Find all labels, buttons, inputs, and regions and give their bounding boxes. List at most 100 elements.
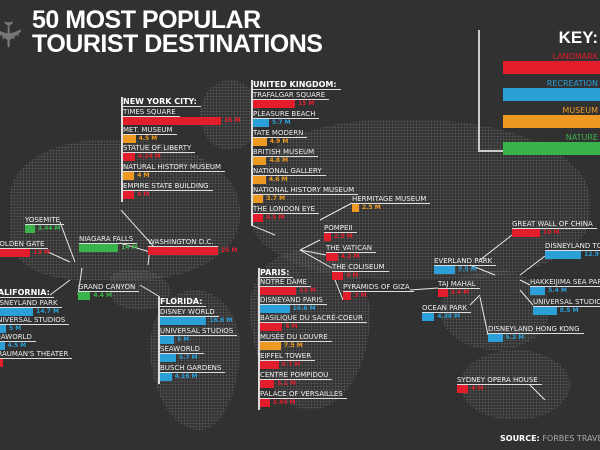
value-label: 13 M — [33, 249, 50, 256]
value-bar — [457, 385, 469, 393]
value-bar — [0, 249, 31, 257]
destination-label: THE LONDON EYE — [253, 205, 320, 214]
value-bar — [0, 325, 6, 333]
value-label: 7.5 M — [284, 342, 303, 349]
destination-label: EIFFEL TOWER — [260, 352, 316, 361]
value-bar — [260, 361, 279, 369]
destination-label: DISNEYAND PARIS — [260, 296, 327, 305]
value-label: 14 M — [121, 244, 138, 251]
value-label: 5.7 M — [271, 119, 291, 126]
page-title: 50 MOST POPULAR TOURIST DESTINATIONS — [32, 8, 323, 57]
value-label: 3.5 M — [265, 214, 285, 221]
value-bar — [160, 336, 174, 344]
value-label: 4.5 M — [7, 342, 27, 349]
value-label: 5 M — [9, 325, 22, 332]
value-label: 4.16 M — [174, 373, 198, 380]
destination-label: MUSÉE DU LOUVRE — [260, 333, 332, 342]
value-label: 16.6 M — [209, 317, 233, 324]
value-label: 5.2 M — [505, 334, 525, 341]
value-label: 3.7 M — [266, 195, 286, 202]
source-credit: SOURCE: FORBES TRAVEL — [500, 434, 600, 443]
value-bar — [533, 307, 557, 315]
value-label: 2.5 M — [362, 204, 381, 211]
destination-label: NATURAL HISTORY MUSEUM — [123, 163, 226, 172]
map-greenland — [200, 80, 260, 150]
value-bar — [160, 317, 207, 325]
group-divider — [258, 268, 260, 410]
destination-label: TATE MODERN — [253, 129, 308, 138]
value-bar — [123, 153, 135, 161]
value-bar — [253, 138, 267, 146]
destination-label: TRAFALGAR SQUARE — [253, 91, 330, 100]
value-label: 4 M — [346, 272, 359, 279]
destination-label: MET. MUSEUM — [123, 126, 177, 135]
value-label: 14.7 M — [36, 308, 60, 315]
destination-label: UNIVERSAL STUDIOS JAPAN — [533, 298, 600, 307]
value-bar — [160, 354, 176, 362]
value-label: 3.4 M — [450, 289, 470, 296]
destination-label: BRITISH MUSEUM — [253, 148, 319, 157]
value-bar — [253, 176, 266, 184]
value-label: 12.9 M — [584, 251, 600, 258]
destination-label: DISNEY WORLD — [160, 308, 219, 317]
value-label: 10.6 M — [292, 305, 316, 312]
group-divider — [158, 297, 160, 384]
destination-label: YOSEMITE — [25, 216, 65, 225]
destination-label: GRAND CANYON — [78, 283, 140, 292]
value-bar — [0, 308, 34, 316]
group-header: PARIS: — [260, 268, 294, 278]
value-bar — [79, 244, 119, 252]
destination-label: EVERLAND PARK — [434, 257, 497, 266]
value-bar — [253, 195, 264, 203]
legend: KEY: LANDMARK RECREATION MUSEUM NATURE — [478, 28, 600, 155]
value-label: 3 M — [354, 292, 367, 299]
value-label: 4 M — [137, 172, 150, 179]
destination-label: PALACE OF VERSAILLES — [260, 390, 347, 399]
value-label: 13 M — [299, 287, 316, 294]
value-bar — [123, 172, 135, 180]
value-label: 5 M — [177, 336, 190, 343]
value-bar — [160, 373, 172, 381]
destination-label: GRAUMAN'S THEATER — [0, 350, 73, 359]
destination-label: NOTRE DAME — [260, 278, 312, 287]
value-label: 8.5 M — [559, 307, 579, 314]
destination-label: WASHINGTON D.C. — [148, 238, 218, 247]
legend-label-recreation: RECREATION — [546, 79, 598, 88]
destination-label: BUSCH GARDENS — [160, 364, 226, 373]
value-label: 25 M — [221, 247, 238, 254]
value-bar — [332, 272, 344, 280]
map-central-america — [110, 270, 170, 310]
value-bar — [488, 334, 503, 342]
value-label: 4.2 M — [340, 253, 360, 260]
value-label: 8 M — [285, 323, 298, 330]
group-divider — [251, 80, 253, 225]
legend-label-museum: MUSEUM — [562, 106, 598, 115]
value-label: 4.5 M — [138, 135, 158, 142]
legend-swatch-museum — [503, 115, 600, 128]
value-bar — [260, 342, 281, 350]
destination-label: SYDNEY OPERA HOUSE — [457, 376, 542, 385]
value-label: 6.7 M — [281, 361, 301, 368]
value-label: 4 M — [137, 191, 150, 198]
value-label: 35 M — [224, 117, 241, 124]
value-label: 4.24 M — [137, 153, 161, 160]
destination-label: PLEASURE BEACH — [253, 110, 320, 119]
value-label: 15 M — [298, 100, 315, 107]
value-bar — [422, 313, 435, 321]
value-bar — [438, 289, 448, 297]
destination-label: GOLDEN GATE — [0, 240, 49, 249]
destination-label: CENTRE POMPIDOU — [260, 371, 333, 380]
destination-label: NATIONAL HISTORY MUSEUM — [253, 186, 359, 195]
value-bar — [260, 287, 297, 295]
value-bar — [260, 305, 290, 313]
source-text: FORBES TRAVEL — [542, 434, 600, 443]
value-label: 5.4 M — [548, 287, 567, 294]
destination-label: UNIVERSAL STUDIOS — [160, 327, 238, 336]
value-label: 4.38 M — [437, 313, 461, 320]
destination-label: THE COLISEUM — [332, 263, 389, 272]
value-label: 4.9 M — [269, 138, 289, 145]
group-header: NEW YORK CITY: — [123, 97, 201, 107]
value-bar — [434, 266, 455, 274]
